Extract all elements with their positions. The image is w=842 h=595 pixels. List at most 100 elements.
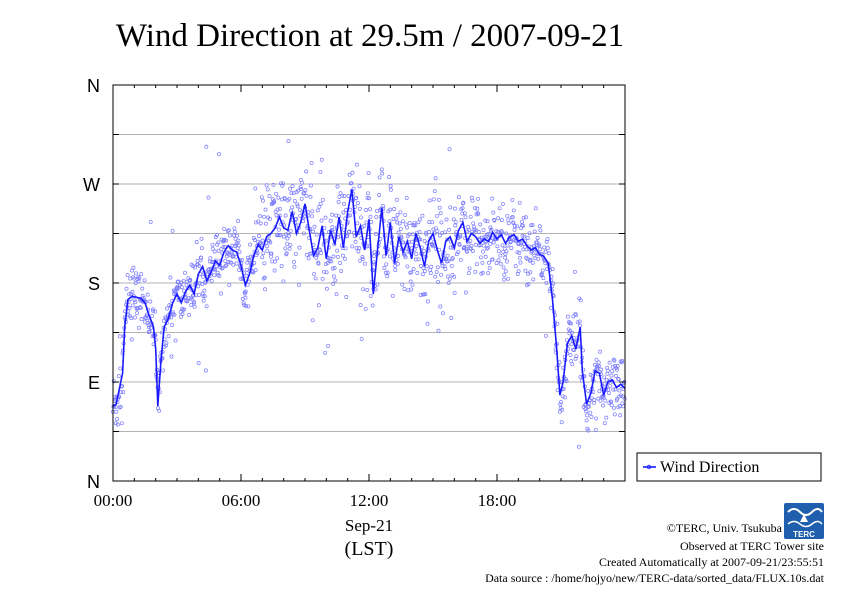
data-point	[506, 276, 510, 281]
data-point	[404, 195, 409, 200]
data-point	[237, 249, 242, 254]
data-point	[320, 276, 325, 281]
data-point	[537, 224, 542, 229]
data-point	[165, 306, 170, 311]
data-point	[407, 232, 412, 237]
data-point	[473, 206, 478, 211]
data-point	[226, 228, 231, 233]
data-point	[116, 374, 121, 379]
data-point	[612, 412, 617, 417]
data-point	[331, 281, 336, 286]
data-point	[324, 270, 329, 275]
data-point	[417, 230, 422, 235]
data-point	[461, 200, 466, 205]
data-point	[180, 312, 185, 317]
data-point	[363, 261, 367, 266]
data-point	[330, 212, 335, 217]
data-point	[130, 289, 135, 294]
data-point	[536, 256, 541, 261]
data-point	[130, 303, 135, 308]
data-point	[215, 242, 220, 247]
data-point	[518, 260, 523, 265]
data-point	[187, 313, 192, 317]
data-point	[520, 233, 525, 238]
data-point	[224, 263, 229, 268]
data-point	[298, 185, 303, 190]
data-point	[172, 312, 177, 317]
data-point	[447, 227, 452, 232]
data-point	[117, 334, 122, 339]
logo-text: TERC	[793, 530, 815, 539]
data-point	[446, 259, 451, 263]
data-point	[259, 195, 264, 200]
data-point	[238, 276, 243, 281]
source-text: Data source : /home/hojyo/new/TERC-data/…	[485, 571, 825, 585]
data-point	[437, 233, 442, 238]
data-point	[232, 226, 237, 231]
data-point	[434, 269, 439, 274]
data-point	[445, 253, 450, 258]
data-point	[606, 391, 611, 395]
data-point	[272, 199, 277, 204]
data-point	[145, 292, 150, 297]
data-point	[150, 314, 155, 319]
data-point	[368, 214, 373, 219]
data-point	[615, 367, 619, 372]
data-point	[414, 244, 419, 248]
data-point	[612, 405, 616, 410]
data-point	[365, 191, 370, 196]
data-point	[111, 379, 116, 384]
data-point	[611, 387, 616, 392]
data-point	[229, 260, 234, 265]
data-point	[574, 313, 578, 317]
data-point	[331, 274, 336, 279]
data-point	[564, 379, 569, 384]
data-point	[616, 376, 621, 381]
data-point	[485, 219, 490, 224]
data-point	[231, 253, 236, 258]
data-point	[283, 246, 288, 251]
data-point	[330, 266, 335, 271]
data-point	[563, 395, 567, 400]
data-point	[368, 293, 373, 298]
data-point	[199, 236, 204, 241]
data-point	[498, 261, 503, 266]
data-point	[487, 260, 491, 265]
data-point	[495, 244, 500, 249]
data-point	[206, 195, 211, 200]
data-point	[469, 243, 474, 248]
data-point	[157, 408, 162, 413]
data-point	[181, 278, 186, 283]
data-point	[342, 256, 347, 261]
data-point	[363, 306, 368, 311]
chart-title: Wind Direction at 29.5m / 2007-09-21	[116, 18, 624, 54]
data-point	[384, 262, 389, 267]
data-point	[380, 204, 385, 208]
data-point	[118, 404, 123, 409]
data-point	[504, 231, 509, 236]
data-point	[507, 235, 512, 240]
data-point	[228, 233, 232, 238]
data-point	[335, 184, 340, 189]
data-point	[133, 300, 138, 305]
data-point	[266, 238, 271, 243]
data-point	[293, 251, 298, 256]
data-point	[526, 282, 531, 286]
data-point	[527, 231, 532, 236]
data-point	[267, 216, 272, 221]
data-point	[121, 390, 126, 395]
data-point	[210, 242, 215, 247]
data-point	[309, 160, 314, 165]
data-point	[170, 228, 175, 233]
data-point	[486, 271, 491, 276]
data-point	[207, 267, 212, 272]
data-point	[542, 245, 547, 250]
data-point	[359, 336, 364, 341]
data-point	[499, 218, 504, 222]
data-point	[412, 223, 416, 228]
data-point	[584, 418, 589, 423]
data-point	[164, 340, 169, 345]
data-point	[450, 256, 455, 261]
data-point	[467, 228, 472, 233]
